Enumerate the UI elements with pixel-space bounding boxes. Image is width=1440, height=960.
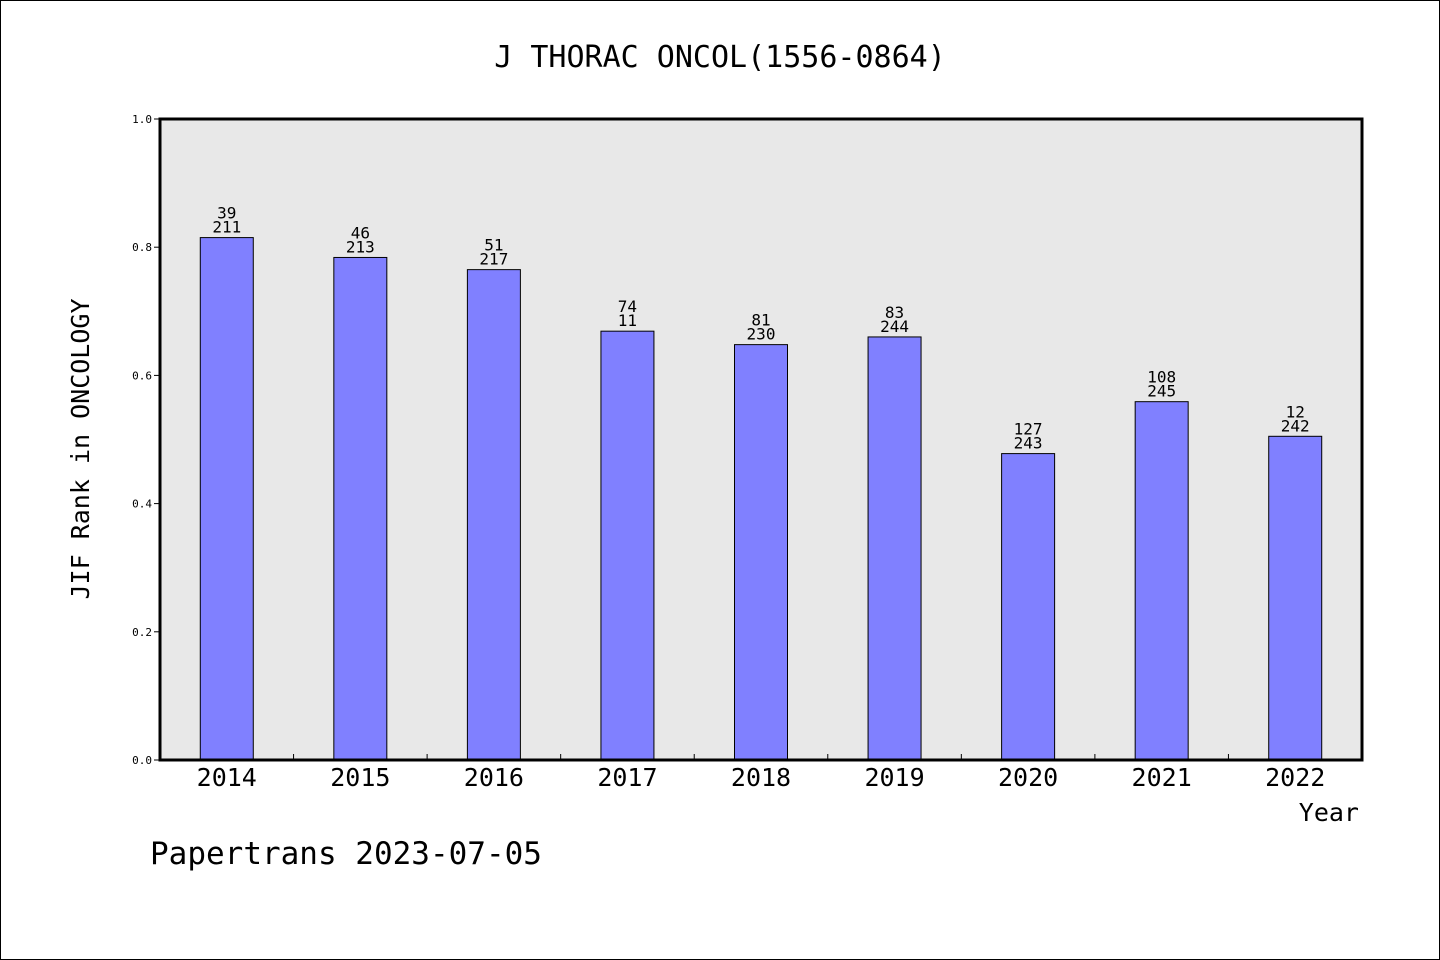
bar-label-bottom-2019: 244 <box>880 317 909 336</box>
x-tick-label-2019: 2019 <box>864 763 924 792</box>
x-tick-label-2021: 2021 <box>1132 763 1192 792</box>
bar-label-top-2021: 108 <box>1147 368 1176 387</box>
x-tick-label-2020: 2020 <box>998 763 1058 792</box>
y-tick-label-0.8: 0.8 <box>132 241 152 254</box>
bar-label-top-2022: 12 <box>1286 402 1305 421</box>
bar-label-top-2017: 74 <box>618 297 637 316</box>
bar-label-bottom-2014: 211 <box>212 218 241 237</box>
bar-label-top-2015: 46 <box>351 223 370 242</box>
bar-label-top-2019: 83 <box>885 303 904 322</box>
bar-2021 <box>1134 401 1189 761</box>
bar-label-bottom-2016: 217 <box>479 250 508 269</box>
y-tick-label-1.0: 1.0 <box>132 113 152 126</box>
bar-2020 <box>1001 453 1056 761</box>
bar-2018 <box>734 344 788 761</box>
bar-2022 <box>1268 435 1323 761</box>
x-axis: 2014 2015 2016 2017 2018 2019 2020 2021 2022 <box>197 754 1325 792</box>
bar-label-top-2014: 39 <box>217 204 236 223</box>
y-tick-label-0.2: 0.2 <box>132 626 152 639</box>
y-axis-label: JIF Rank in ONCOLOGY <box>66 298 95 599</box>
bar-label-bottom-2015: 213 <box>346 237 375 256</box>
bar-2016 <box>466 269 521 761</box>
x-tick-label-2015: 2015 <box>330 763 390 792</box>
bar-label-bottom-2018: 230 <box>747 325 776 344</box>
x-tick-label-2017: 2017 <box>597 763 657 792</box>
x-tick-label-2014: 2014 <box>197 763 257 792</box>
bar-2014 <box>199 237 254 761</box>
y-tick-label-0.0: 0.0 <box>132 754 152 767</box>
bar-2017 <box>600 330 655 761</box>
bar-label-top-2018: 81 <box>751 311 770 330</box>
bars-group <box>199 237 1323 761</box>
footer-text: Papertrans 2023-07-05 <box>150 836 542 872</box>
x-tick-label-2022: 2022 <box>1265 763 1325 792</box>
chart-title: J THORAC ONCOL(1556-0864) <box>494 40 946 75</box>
bar-label-bottom-2021: 245 <box>1147 382 1176 401</box>
x-tick-label-2016: 2016 <box>464 763 524 792</box>
x-axis-label: Year <box>1299 798 1359 827</box>
bar-label-bottom-2017: 11 <box>618 311 637 330</box>
bar-label-bottom-2020: 243 <box>1014 434 1043 453</box>
x-tick-label-2018: 2018 <box>731 763 791 792</box>
bar-2019 <box>867 336 922 761</box>
y-tick-label-0.4: 0.4 <box>132 498 152 511</box>
plot-frame <box>158 117 1364 762</box>
y-axis: 0.0 0.2 0.4 0.6 0.8 1.0 <box>132 113 160 767</box>
bar-label-bottom-2022: 242 <box>1281 416 1310 435</box>
bar-2015 <box>333 256 388 761</box>
y-tick-label-0.6: 0.6 <box>132 369 152 382</box>
bar-label-top-2016: 51 <box>484 236 503 255</box>
bar-label-top-2020: 127 <box>1014 420 1043 439</box>
